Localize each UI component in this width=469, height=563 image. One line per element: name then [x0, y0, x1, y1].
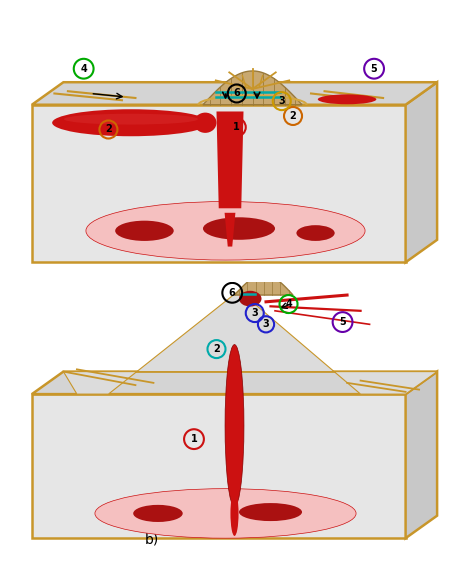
Ellipse shape [230, 491, 239, 536]
Polygon shape [225, 213, 235, 247]
Ellipse shape [239, 503, 302, 521]
Ellipse shape [194, 113, 217, 133]
Ellipse shape [95, 489, 356, 538]
Polygon shape [63, 291, 437, 394]
Text: 2: 2 [105, 124, 112, 135]
Polygon shape [217, 111, 243, 208]
Text: 1: 1 [190, 434, 197, 444]
Ellipse shape [115, 221, 174, 241]
Polygon shape [32, 372, 437, 394]
Text: 6: 6 [234, 88, 240, 99]
Ellipse shape [203, 217, 275, 240]
Ellipse shape [225, 345, 244, 507]
Ellipse shape [239, 291, 262, 306]
Polygon shape [406, 372, 437, 538]
Text: 4: 4 [80, 64, 87, 74]
Polygon shape [203, 71, 302, 105]
Ellipse shape [86, 202, 365, 260]
Ellipse shape [318, 95, 376, 104]
Text: 3: 3 [251, 308, 258, 318]
Text: 5: 5 [339, 317, 346, 327]
Text: 1: 1 [234, 122, 240, 132]
Polygon shape [406, 82, 437, 262]
Text: 2: 2 [213, 344, 220, 354]
Ellipse shape [296, 225, 335, 241]
Text: 3: 3 [263, 319, 269, 329]
Polygon shape [32, 394, 406, 538]
Text: b): b) [144, 532, 159, 546]
Ellipse shape [52, 109, 210, 136]
Text: 3: 3 [279, 96, 285, 106]
Polygon shape [32, 82, 437, 105]
Text: 5: 5 [371, 64, 378, 74]
Ellipse shape [64, 114, 198, 124]
Text: 2: 2 [290, 111, 296, 121]
Text: 4: 4 [285, 299, 292, 309]
Text: a): a) [144, 221, 159, 235]
Ellipse shape [133, 505, 183, 522]
Text: 6: 6 [229, 288, 235, 298]
Polygon shape [234, 275, 293, 295]
Polygon shape [32, 105, 406, 262]
